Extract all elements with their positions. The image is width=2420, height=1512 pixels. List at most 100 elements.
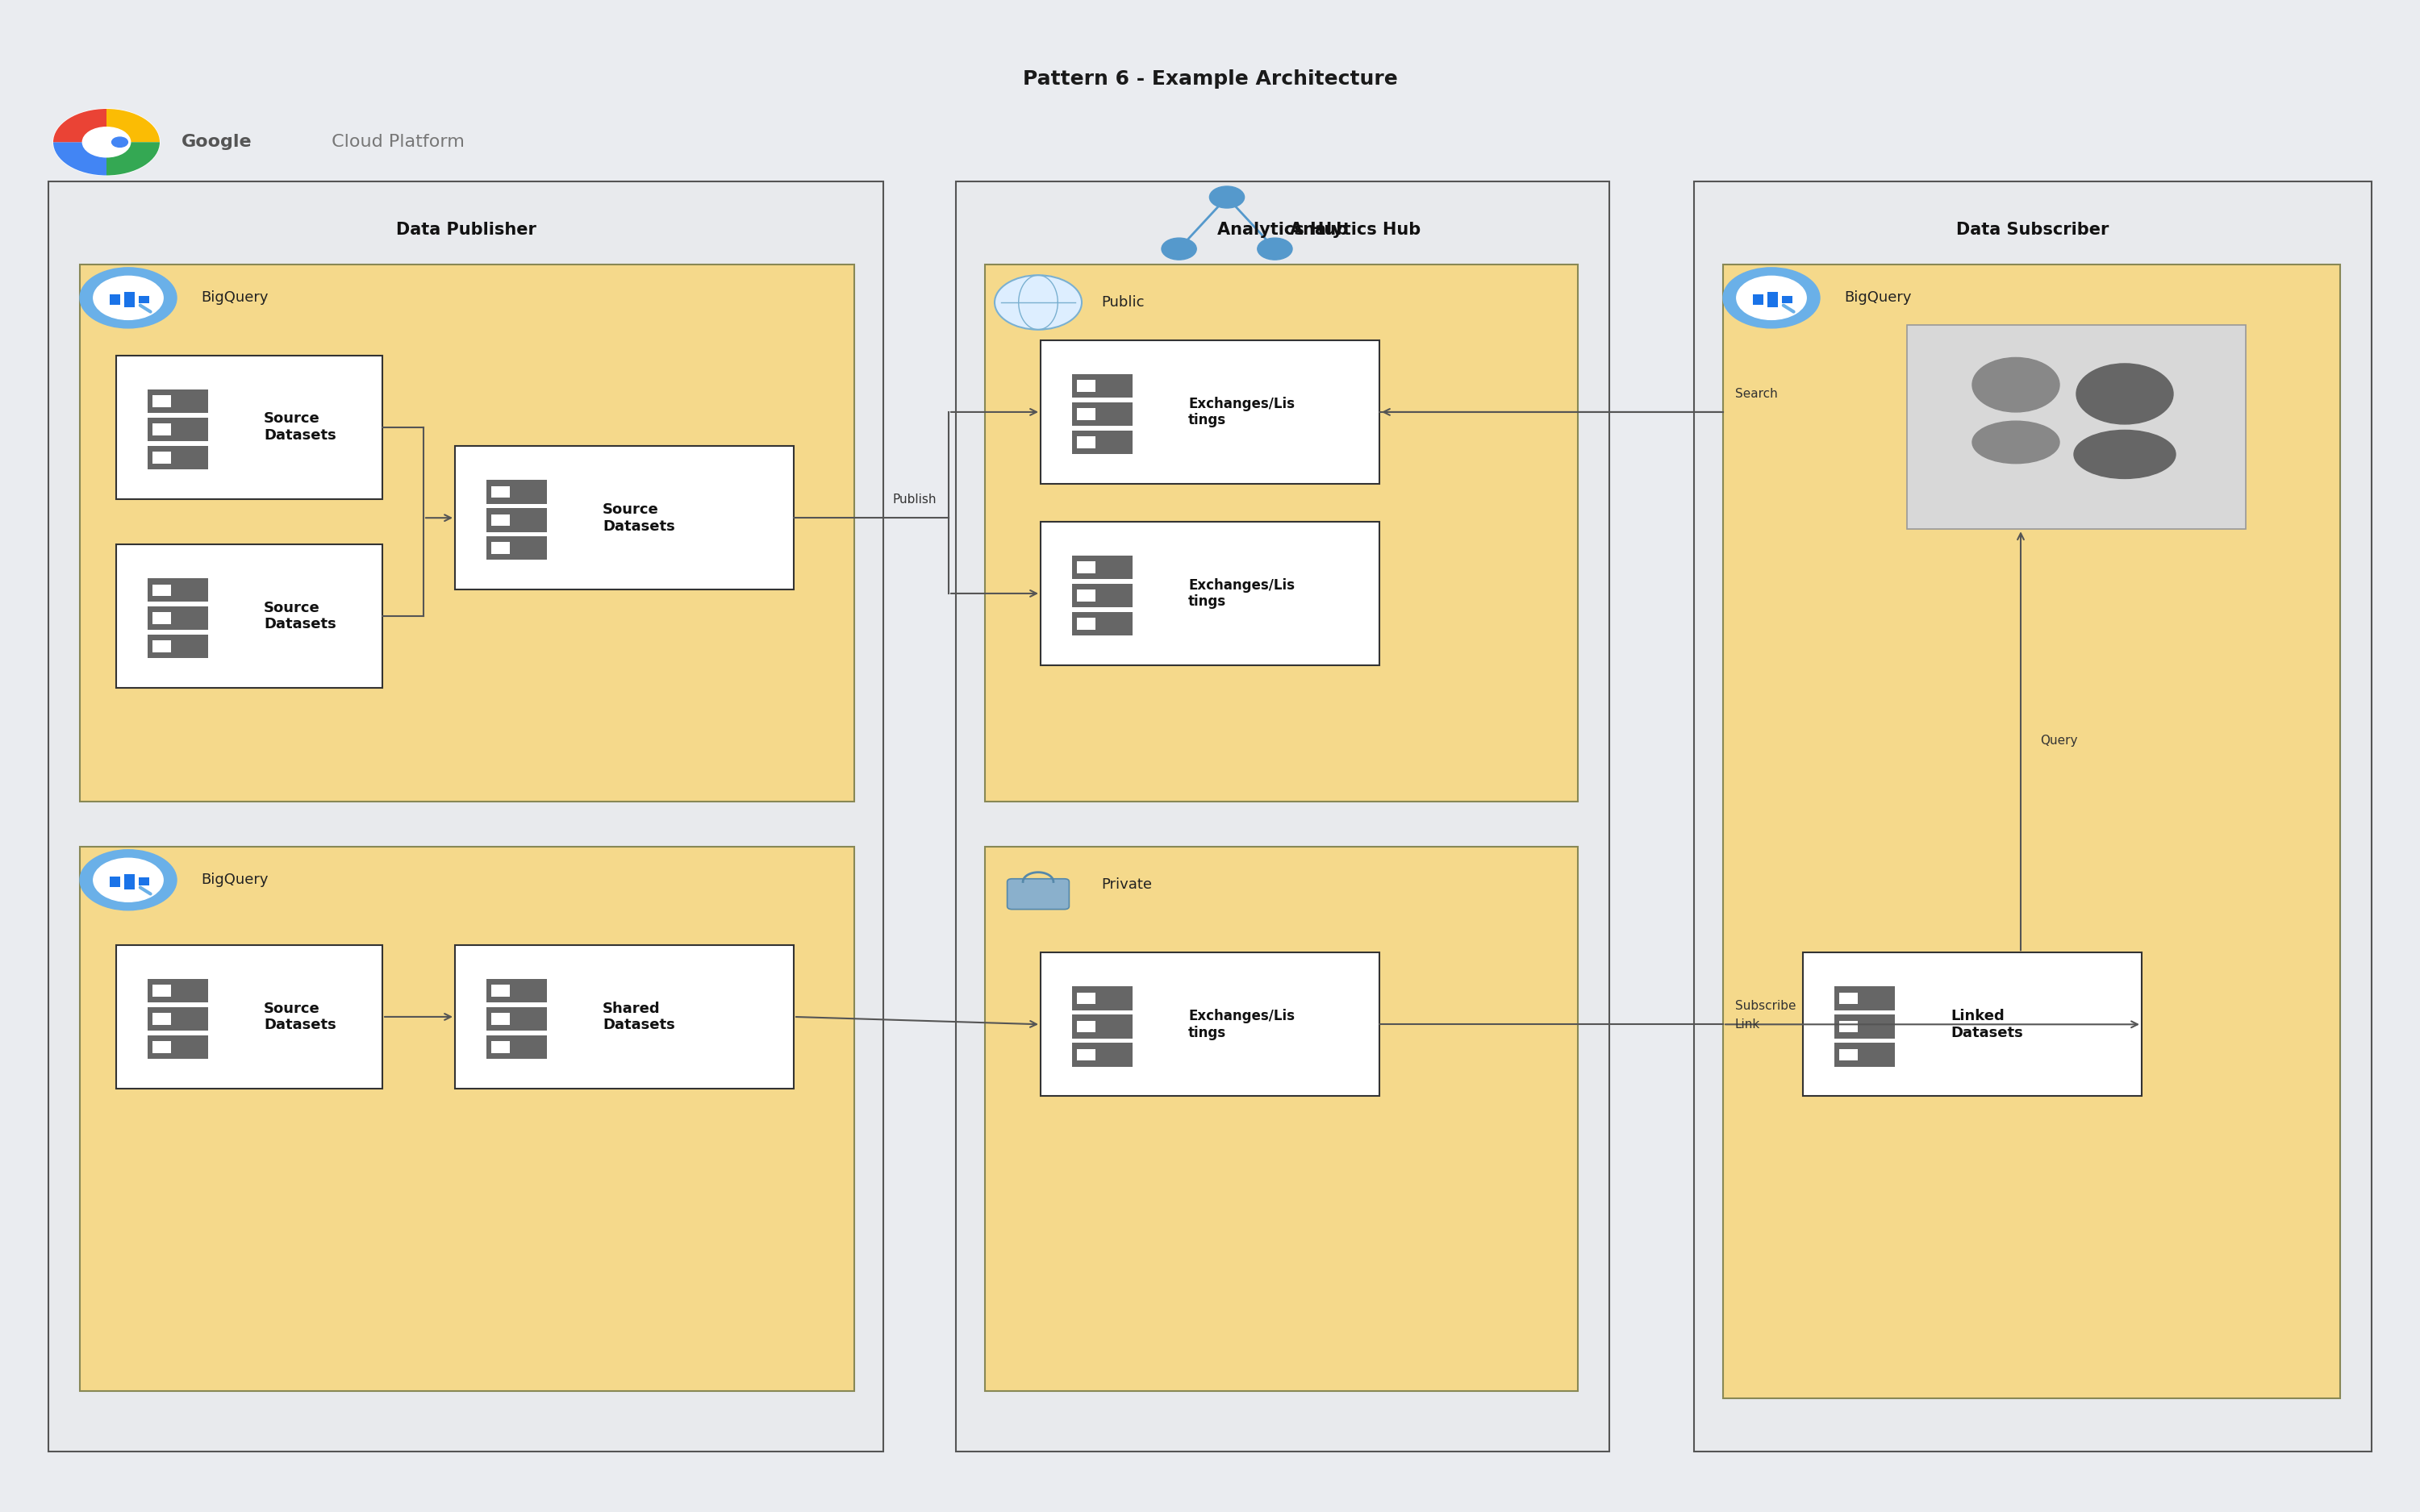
Text: Analytics Hub: Analytics Hub	[1217, 222, 1348, 237]
Bar	[1041, 340, 1379, 484]
Bar	[1041, 522, 1379, 665]
Bar	[486, 537, 547, 559]
Bar	[1077, 561, 1096, 573]
Text: Data Subscriber: Data Subscriber	[1955, 222, 2110, 237]
Bar	[48, 181, 883, 1452]
Bar	[491, 543, 511, 553]
Wedge shape	[53, 109, 106, 142]
Circle shape	[1723, 268, 1820, 328]
Bar	[148, 980, 208, 1002]
Bar	[148, 417, 208, 442]
Bar	[1072, 584, 1133, 608]
Bar	[1839, 1021, 1859, 1033]
Wedge shape	[106, 109, 160, 142]
Bar	[80, 847, 854, 1391]
Bar	[80, 265, 854, 801]
Circle shape	[1210, 186, 1244, 209]
Text: Private: Private	[1101, 877, 1152, 892]
Bar	[152, 641, 172, 652]
Text: Shared
Datasets: Shared Datasets	[603, 1001, 675, 1033]
Bar	[1752, 293, 1764, 305]
Bar	[109, 877, 121, 886]
Bar	[1072, 612, 1133, 635]
Bar	[1723, 265, 2340, 1399]
Text: Subscribe: Subscribe	[1735, 1001, 1796, 1013]
Bar	[956, 181, 1609, 1452]
Text: Data Publisher: Data Publisher	[397, 222, 535, 237]
Text: Search: Search	[1735, 387, 1779, 399]
Bar	[123, 292, 136, 307]
Bar	[1041, 953, 1379, 1096]
Circle shape	[94, 859, 162, 901]
Text: BigQuery: BigQuery	[201, 872, 269, 888]
Bar	[123, 874, 136, 889]
Bar	[1839, 992, 1859, 1004]
Circle shape	[82, 127, 131, 157]
Bar	[148, 389, 208, 413]
Bar	[486, 1007, 547, 1031]
FancyBboxPatch shape	[1007, 878, 1070, 909]
Bar	[1781, 296, 1793, 302]
Bar	[491, 1013, 511, 1025]
Text: Google: Google	[182, 135, 252, 150]
Bar	[1072, 402, 1133, 426]
Text: Exchanges/Lis
tings: Exchanges/Lis tings	[1188, 396, 1295, 428]
Bar	[109, 293, 121, 305]
Bar	[138, 878, 150, 886]
Circle shape	[94, 277, 162, 319]
Bar	[1077, 1049, 1096, 1060]
Circle shape	[1258, 237, 1292, 260]
Bar	[486, 481, 547, 503]
Bar	[486, 980, 547, 1002]
Bar	[152, 423, 172, 435]
Bar	[148, 446, 208, 469]
Bar	[152, 452, 172, 463]
Circle shape	[80, 268, 177, 328]
Text: Publish: Publish	[893, 493, 937, 505]
Ellipse shape	[2074, 429, 2176, 478]
Text: Source
Datasets: Source Datasets	[264, 600, 336, 632]
Bar	[116, 544, 382, 688]
Bar	[1072, 431, 1133, 454]
Bar	[1907, 325, 2246, 529]
Bar	[148, 1007, 208, 1031]
Bar	[152, 612, 172, 624]
Bar	[1072, 1015, 1133, 1039]
Circle shape	[995, 275, 1082, 330]
Text: Link: Link	[1735, 1019, 1759, 1031]
Bar	[1077, 618, 1096, 629]
Bar	[1077, 380, 1096, 392]
Bar	[1077, 408, 1096, 420]
Text: Source
Datasets: Source Datasets	[603, 502, 675, 534]
Bar	[1839, 1049, 1859, 1060]
Bar	[148, 635, 208, 658]
Bar	[1803, 953, 2142, 1096]
Bar	[491, 984, 511, 996]
Text: Cloud Platform: Cloud Platform	[327, 135, 465, 150]
Bar	[1077, 992, 1096, 1004]
Text: Source
Datasets: Source Datasets	[264, 411, 336, 443]
Bar	[148, 1036, 208, 1058]
Circle shape	[1972, 357, 2059, 411]
Bar	[486, 1036, 547, 1058]
Text: Source
Datasets: Source Datasets	[264, 1001, 336, 1033]
Ellipse shape	[1972, 420, 2059, 463]
Circle shape	[80, 850, 177, 910]
Bar	[148, 606, 208, 631]
Circle shape	[2076, 363, 2173, 423]
Bar	[148, 578, 208, 602]
Bar	[116, 355, 382, 499]
Bar	[1834, 986, 1895, 1010]
Bar	[491, 1042, 511, 1052]
Bar	[1072, 555, 1133, 579]
Bar	[455, 446, 794, 590]
Bar	[486, 508, 547, 532]
Bar	[1072, 1043, 1133, 1066]
Wedge shape	[106, 142, 160, 175]
Bar	[491, 514, 511, 526]
Text: Linked
Datasets: Linked Datasets	[1951, 1009, 2023, 1040]
Bar	[491, 485, 511, 497]
Circle shape	[111, 138, 128, 147]
Bar	[1767, 292, 1779, 307]
Bar	[152, 395, 172, 407]
